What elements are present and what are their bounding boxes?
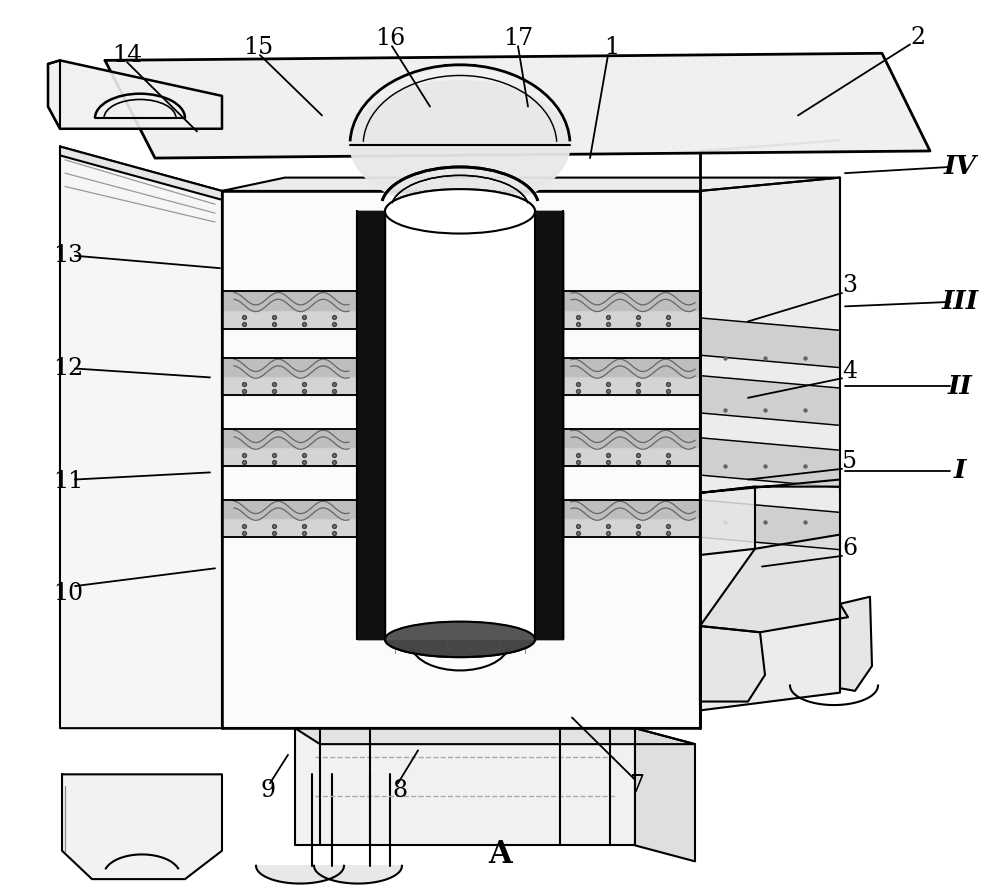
Text: 7: 7: [631, 774, 646, 797]
Text: 9: 9: [260, 779, 276, 802]
Polygon shape: [295, 728, 635, 845]
Text: 14: 14: [112, 44, 142, 67]
Ellipse shape: [385, 622, 535, 657]
Polygon shape: [256, 866, 344, 884]
Polygon shape: [222, 191, 700, 728]
Text: 12: 12: [53, 357, 83, 380]
Polygon shape: [563, 377, 700, 395]
Ellipse shape: [385, 189, 535, 234]
Polygon shape: [700, 480, 840, 493]
Polygon shape: [700, 500, 840, 550]
Polygon shape: [222, 178, 840, 191]
Text: 17: 17: [503, 27, 533, 50]
Polygon shape: [563, 429, 700, 448]
Polygon shape: [385, 211, 535, 639]
Polygon shape: [295, 728, 695, 744]
Polygon shape: [62, 774, 222, 879]
Ellipse shape: [385, 622, 535, 657]
Polygon shape: [535, 211, 563, 639]
Polygon shape: [563, 358, 700, 377]
Polygon shape: [222, 311, 357, 329]
Text: A: A: [488, 839, 512, 869]
Polygon shape: [314, 866, 402, 884]
Polygon shape: [635, 728, 695, 861]
Polygon shape: [535, 211, 563, 639]
Polygon shape: [222, 291, 357, 311]
Polygon shape: [563, 448, 700, 466]
Polygon shape: [357, 211, 385, 639]
Text: 8: 8: [392, 779, 408, 802]
Text: 2: 2: [910, 26, 926, 49]
Text: 6: 6: [842, 537, 858, 560]
Polygon shape: [700, 376, 840, 425]
Polygon shape: [563, 519, 700, 537]
Polygon shape: [222, 429, 357, 448]
Polygon shape: [222, 358, 357, 377]
Polygon shape: [222, 500, 357, 519]
Text: 13: 13: [53, 244, 83, 267]
Polygon shape: [563, 500, 700, 519]
Polygon shape: [840, 597, 872, 691]
Text: IV: IV: [944, 155, 976, 179]
Polygon shape: [700, 318, 840, 368]
Polygon shape: [563, 311, 700, 329]
Polygon shape: [700, 626, 765, 702]
Text: 1: 1: [604, 36, 620, 59]
Polygon shape: [222, 448, 357, 466]
Text: 11: 11: [53, 470, 83, 493]
Text: 3: 3: [842, 274, 858, 297]
Text: 10: 10: [53, 582, 83, 605]
Polygon shape: [700, 487, 755, 555]
Text: III: III: [941, 289, 979, 314]
Ellipse shape: [350, 81, 570, 209]
Text: II: II: [948, 374, 972, 399]
Polygon shape: [48, 60, 222, 129]
Polygon shape: [700, 178, 840, 710]
Polygon shape: [222, 377, 357, 395]
Text: 5: 5: [842, 450, 858, 473]
Polygon shape: [60, 147, 222, 200]
Text: 16: 16: [375, 27, 405, 50]
Text: 4: 4: [842, 360, 858, 383]
Polygon shape: [60, 147, 222, 728]
Text: 15: 15: [243, 36, 273, 59]
Polygon shape: [105, 53, 930, 158]
Polygon shape: [357, 211, 385, 639]
Polygon shape: [700, 438, 840, 488]
Polygon shape: [563, 291, 700, 311]
Polygon shape: [222, 519, 357, 537]
Polygon shape: [700, 535, 848, 632]
Ellipse shape: [385, 189, 535, 234]
Text: I: I: [954, 458, 966, 483]
Polygon shape: [385, 211, 535, 639]
